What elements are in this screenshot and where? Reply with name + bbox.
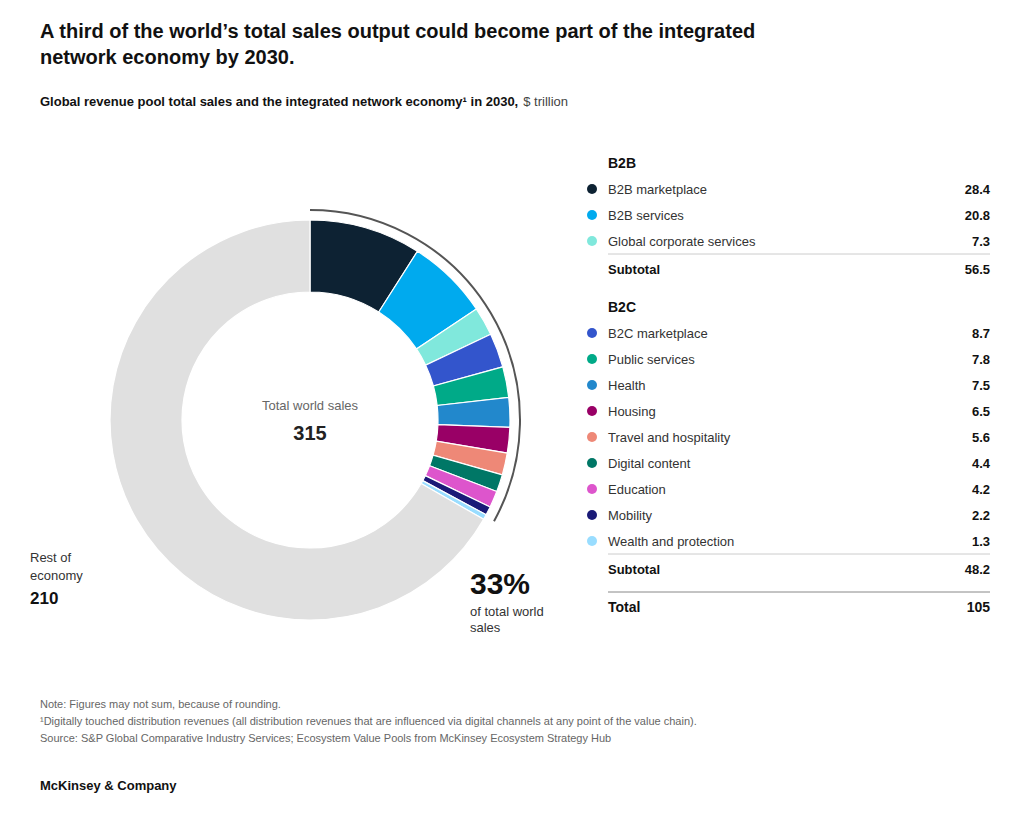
share-arc [310,210,520,521]
subtotal-label: Subtotal [608,562,660,577]
donut-slice [110,220,484,620]
legend-value: 28.4 [965,182,991,197]
legend-value: 2.2 [972,508,990,523]
note: Note: Figures may not sum, because of ro… [40,698,281,710]
group-header: B2C [608,299,636,315]
legend: B2B B2B marketplace 28.4 B2B services 20.8 Gl… [587,155,991,615]
separator [608,554,990,555]
donut-slice [437,397,510,427]
legend-value: 7.5 [972,378,990,393]
title: A third of the world’s total sales outpu… [40,20,755,68]
legend-label: Travel and hospitality [608,430,731,445]
legend-label: B2B marketplace [608,182,707,197]
total-label: Total [608,599,640,615]
chart: A third of the world’s total sales outpu… [0,0,1024,822]
legend-label: Digital content [608,456,691,471]
footer: McKinsey & Company [40,778,177,793]
legend-label: Public services [608,352,695,367]
legend-label: Mobility [608,508,653,523]
total-value: 105 [967,599,991,615]
donut [110,220,510,620]
legend-marker [587,510,597,520]
note: ¹Digitally touched distribution revenues… [40,715,697,727]
center-value: 315 [293,422,326,444]
subtotal-label: Subtotal [608,262,660,277]
legend-value: 7.3 [972,234,990,249]
legend-marker [587,536,597,546]
legend-marker [587,458,597,468]
legend-value: 8.7 [972,326,990,341]
subtitle: Global revenue pool total sales and the … [40,94,568,109]
separator [608,592,990,593]
legend-value: 7.8 [972,352,990,367]
legend-marker [587,236,597,246]
legend-value: 4.2 [972,482,990,497]
legend-label: Global corporate services [608,234,756,249]
text-line: A third of the world’s total sales outpu… [40,20,755,42]
legend-marker [587,328,597,338]
slice-label: Rest of economy [30,550,83,583]
legend-marker [587,406,597,416]
legend-value: 6.5 [972,404,990,419]
subtitle-text: Global revenue pool total sales and the … [40,94,518,109]
legend-label: Education [608,482,666,497]
legend-label: B2B services [608,208,684,223]
group-header: B2B [608,155,636,171]
text-line: economy [30,568,83,583]
text-line: network economy by 2030. [40,46,295,68]
legend-value: 1.3 [972,534,990,549]
legend-marker [587,354,597,364]
legend-label: Wealth and protection [608,534,734,549]
legend-marker [587,432,597,442]
legend-label: Health [608,378,646,393]
text-line: of total world [470,604,544,619]
background [0,0,1024,822]
legend-marker [587,184,597,194]
unit: $ trillion [523,94,568,109]
legend-marker [587,484,597,494]
legend-marker [587,380,597,390]
legend-label: Housing [608,404,656,419]
subtotal-value: 48.2 [965,562,990,577]
legend-value: 5.6 [972,430,990,445]
legend-value: 20.8 [965,208,990,223]
text-line: Rest of [30,550,72,565]
legend-marker [587,210,597,220]
separator [608,254,990,255]
center-label: Total world sales [262,398,359,413]
subtotal-value: 56.5 [965,262,990,277]
text-line: sales [470,620,501,635]
legend-label: B2C marketplace [608,326,708,341]
share-text: of total worldsales [470,604,544,635]
slice-value: 210 [30,589,58,608]
share-label: 33% [470,567,530,600]
note: Source: S&P Global Comparative Industry … [40,732,611,744]
legend-value: 4.4 [972,456,991,471]
